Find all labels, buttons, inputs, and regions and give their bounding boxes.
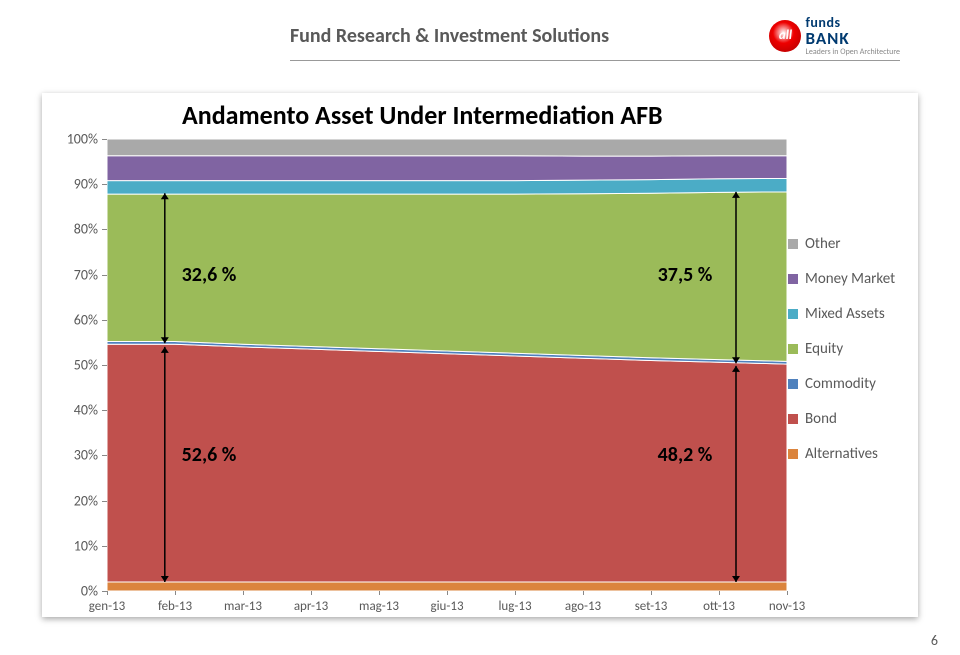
x-axis-label: apr-13 [294,599,328,614]
y-axis-label: 30% [74,447,98,464]
x-axis-label: gen-13 [89,599,125,614]
legend-item-money_market: Money Market [788,270,898,288]
chart-annotation: 37,5 % [658,263,713,287]
legend-label: Money Market [805,270,895,288]
x-axis-label: giu-13 [430,599,463,614]
y-axis-label: 20% [74,492,98,509]
legend-swatch [788,379,798,389]
x-axis-label: mag-13 [359,599,399,614]
plot-area: 32,6 % 37,5 % 52,6 % 48,2 % [107,139,787,591]
legend-item-bond: Bond [788,410,898,428]
y-axis-label: 10% [74,537,98,554]
x-axis-label: lug-13 [498,599,531,614]
legend-item-alternatives: Alternatives [788,445,898,463]
legend-swatch [788,414,798,424]
y-axis-label: 90% [74,176,98,193]
y-axis-label: 0% [81,583,98,600]
chart-overlay [107,139,787,591]
logo-circle: all [769,20,801,52]
y-axis-label: 80% [74,221,98,238]
legend-label: Other [805,235,841,253]
page-number: 6 [931,632,938,649]
slide-header: Fund Research & Investment Solutions all… [290,13,900,61]
header-title: Fund Research & Investment Solutions [290,24,609,48]
legend-swatch [788,309,798,319]
chart-container: Andamento Asset Under Intermediation AFB… [42,93,918,617]
y-axis-label: 60% [74,311,98,328]
logo-tagline: Leaders in Open Architecture [805,48,900,56]
x-axis-label: ott-13 [703,599,735,614]
legend-item-commodity: Commodity [788,375,898,393]
y-axis-label: 70% [74,266,98,283]
y-axis-label: 40% [74,402,98,419]
chart-legend: Other Money Market Mixed Assets Equity Commo… [788,235,898,480]
legend-item-equity: Equity [788,340,898,358]
logo-text: funds BANK Leaders in Open Architecture [805,16,900,56]
legend-swatch [788,274,798,284]
chart-annotation: 48,2 % [658,443,713,467]
legend-label: Mixed Assets [805,305,885,323]
chart-annotation: 52,6 % [182,443,237,467]
legend-label: Commodity [805,375,876,393]
x-axis-label: set-13 [635,599,668,614]
chart-annotation: 32,6 % [182,263,237,287]
legend-item-other: Other [788,235,898,253]
legend-swatch [788,239,798,249]
logo-line2: BANK [805,30,900,47]
y-axis-label: 100% [67,131,98,148]
legend-item-mixed_assets: Mixed Assets [788,305,898,323]
y-axis-label: 50% [74,357,98,374]
chart-title: Andamento Asset Under Intermediation AFB [182,99,663,131]
legend-label: Equity [805,340,843,358]
x-axis-label: ago-13 [565,599,601,614]
legend-swatch [788,344,798,354]
x-axis-label: nov-13 [769,599,805,614]
y-axis: 0%10%20%30%40%50%60%70%80%90%100% [54,139,102,591]
legend-label: Alternatives [805,445,878,463]
x-axis-label: mar-13 [224,599,262,614]
x-axis-label: feb-13 [158,599,192,614]
legend-swatch [788,449,798,459]
brand-logo: all funds BANK Leaders in Open Architect… [769,16,900,56]
legend-label: Bond [805,410,837,428]
